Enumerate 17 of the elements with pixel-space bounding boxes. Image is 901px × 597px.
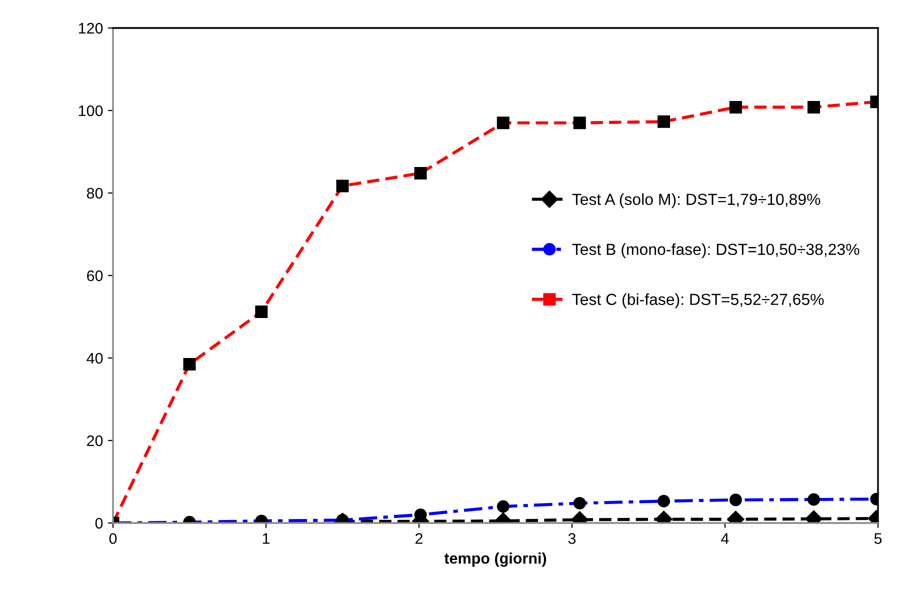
x-tick-label: 0: [109, 533, 117, 544]
y-tick-label: 20: [87, 435, 103, 446]
x-tick-label: 1: [262, 533, 270, 544]
x-axis-title: tempo (giorni): [444, 552, 546, 567]
x-tick-label: 2: [416, 533, 422, 544]
y-tick-label: 100: [78, 105, 103, 116]
legend-label: Test C (bi-fase): DST=5,52÷27,65%: [572, 293, 824, 308]
x-tick-label: 5: [874, 533, 882, 544]
y-tick-label: 80: [86, 188, 103, 199]
legend-label: Test B (mono-fase): DST=10,50÷38,23%: [572, 243, 860, 258]
legend-label: Test A (solo M): DST=1,79÷10,89%: [572, 193, 820, 208]
x-tick-label: 3: [568, 533, 576, 544]
y-tick-label: 60: [87, 270, 103, 282]
y-tick-label: 0: [95, 518, 103, 529]
y-tick-label: 40: [86, 352, 103, 364]
x-tick-label: 4: [721, 533, 729, 544]
y-tick-label: 120: [78, 22, 103, 34]
